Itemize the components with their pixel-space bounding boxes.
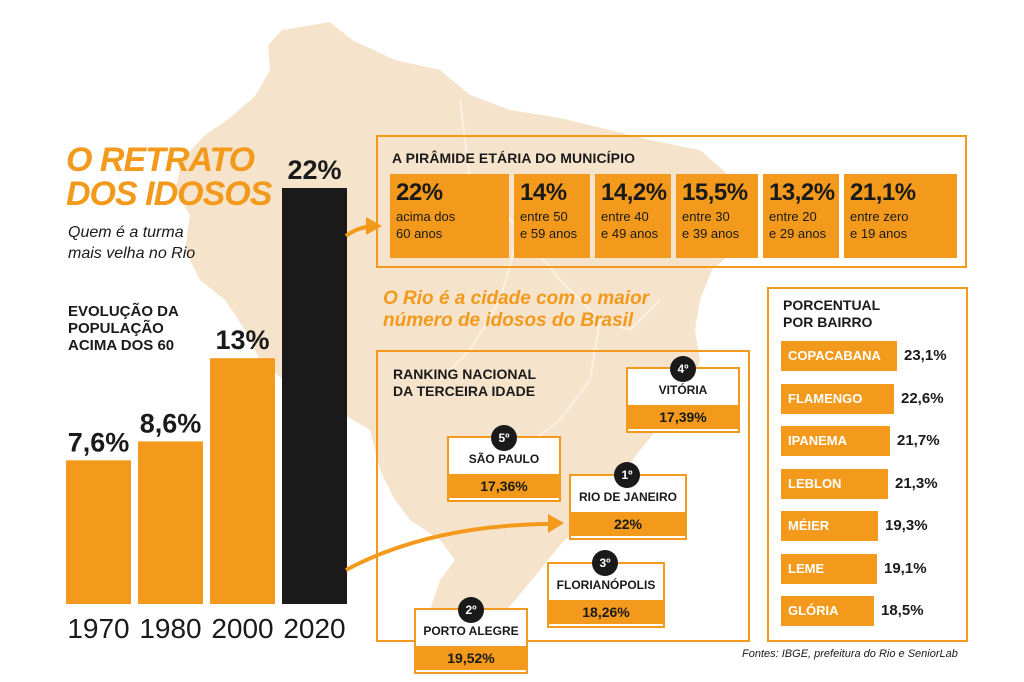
main-title-line1: O RETRATO — [66, 141, 255, 179]
x-tick-label: 2000 — [211, 613, 273, 644]
neighborhood-title-line1: PORCENTUAL — [783, 297, 881, 313]
arrow-to-rio-card — [345, 522, 551, 572]
neighborhood-bar: MÉIER — [781, 511, 878, 541]
bar-2000 — [210, 358, 275, 604]
pyramid-cell-value: 15,5% — [682, 179, 748, 206]
city-percent: 19,52% — [416, 646, 526, 670]
city-name: FLORIANÓPOLIS — [556, 578, 656, 592]
chart-title-line2: POPULAÇÃO — [68, 320, 164, 337]
pyramid-cell-desc-line2: e 39 anos — [682, 226, 740, 241]
pyramid-cell-desc-line1: entre 30 — [682, 209, 730, 224]
city-percent: 18,26% — [549, 600, 663, 624]
x-tick-label: 2020 — [283, 613, 345, 644]
city-card-vitoria: VITÓRIA 17,39% — [626, 367, 740, 433]
city-name: VITÓRIA — [658, 383, 708, 397]
bar-1980 — [138, 441, 203, 604]
age-pyramid-panel — [376, 135, 967, 268]
bar-value-label: 7,6% — [68, 427, 130, 457]
rank-badge: 4º — [670, 356, 696, 382]
city-card-porto-alegre: PORTO ALEGRE 19,52% — [414, 608, 528, 674]
pyramid-cell-desc-line1: acima dos — [396, 209, 456, 224]
neighborhood-value: 19,3% — [885, 517, 928, 534]
ranking-panel — [376, 350, 750, 642]
x-tick-label: 1970 — [67, 613, 129, 644]
pyramid-cell: 14% entre 50 e 59 anos — [514, 174, 590, 258]
pyramid-cell-desc-line1: entre 40 — [601, 209, 649, 224]
ranking-title-line2: DA TERCEIRA IDADE — [393, 383, 536, 399]
city-percent: 17,36% — [449, 474, 559, 498]
pyramid-cell-value: 14,2% — [601, 179, 667, 206]
arrow-to-pyramid-head — [366, 217, 382, 235]
bar-value-label: 8,6% — [140, 408, 202, 438]
main-subtitle-line2: mais velha no Rio — [68, 245, 196, 262]
main-subtitle: Quem é a turma mais velha no Rio — [68, 222, 268, 264]
highlight-statement: O Rio é a cidade com o maior número de i… — [383, 288, 703, 332]
pyramid-cell-desc-line2: e 49 anos — [601, 226, 659, 241]
chart-title-line1: EVOLUÇÃO DA — [68, 303, 179, 320]
chart-title: EVOLUÇÃO DA POPULAÇÃO ACIMA DOS 60 — [68, 303, 218, 354]
highlight-line2: número de idosos do Brasil — [383, 310, 634, 331]
source-note: Fontes: IBGE, prefeitura do Rio e Senior… — [742, 648, 958, 660]
neighborhood-bar: IPANEMA — [781, 426, 890, 456]
pyramid-cell-desc-line1: entre zero — [850, 209, 909, 224]
main-subtitle-line1: Quem é a turma — [68, 224, 184, 241]
age-pyramid-title: A PIRÂMIDE ETÁRIA DO MUNICÍPIO — [392, 150, 636, 166]
pyramid-cell-value: 13,2% — [769, 179, 835, 206]
neighborhood-value: 22,6% — [901, 390, 944, 407]
pyramid-cell-desc-line1: entre 20 — [769, 209, 817, 224]
neighborhood-bar: FLAMENGO — [781, 384, 894, 414]
pyramid-cell-value: 14% — [520, 179, 567, 206]
city-percent: 17,39% — [628, 405, 738, 429]
ranking-title-line1: RANKING NACIONAL — [393, 366, 537, 382]
pyramid-cell: 14,2% entre 40 e 49 anos — [595, 174, 671, 258]
neighborhood-value: 21,7% — [897, 432, 940, 449]
pyramid-cell: 22% acima dos 60 anos — [390, 174, 509, 258]
pyramid-cell: 13,2% entre 20 e 29 anos — [763, 174, 839, 258]
neighborhood-value: 18,5% — [881, 602, 924, 619]
bar-value-label: 22% — [287, 155, 341, 185]
main-title-line2: DOS IDOSOS — [66, 175, 272, 213]
bar-2020 — [282, 188, 347, 604]
neighborhood-bar: GLÓRIA — [781, 596, 874, 626]
pyramid-cell-desc-line2: e 19 anos — [850, 226, 908, 241]
neighborhood-value: 23,1% — [904, 347, 947, 364]
neighborhood-panel — [767, 287, 968, 642]
pyramid-cell-desc-line2: e 59 anos — [520, 226, 578, 241]
rank-badge: 5º — [491, 425, 517, 451]
rank-badge: 2º — [458, 597, 484, 623]
city-name: SÃO PAULO — [468, 452, 540, 466]
neighborhood-bar: LEBLON — [781, 469, 888, 499]
neighborhood-title-line2: POR BAIRRO — [783, 314, 873, 330]
pyramid-cell-value: 21,1% — [850, 179, 916, 206]
rank-badge: 1º — [614, 462, 640, 488]
highlight-line1: O Rio é a cidade com o maior — [383, 288, 650, 309]
pyramid-cell-desc-line2: e 29 anos — [769, 226, 827, 241]
city-name: PORTO ALEGRE — [423, 624, 519, 638]
pyramid-cell-desc-line2: 60 anos — [396, 226, 443, 241]
rank-badge: 3º — [592, 550, 618, 576]
neighborhood-value: 19,1% — [884, 560, 927, 577]
bar-value-label: 13% — [215, 325, 269, 355]
arrow-to-rio-card-head — [548, 514, 564, 533]
chart-title-line3: ACIMA DOS 60 — [68, 337, 175, 354]
ranking-title: RANKING NACIONAL DA TERCEIRA IDADE — [393, 366, 536, 400]
pyramid-cell: 15,5% entre 30 e 39 anos — [676, 174, 758, 258]
city-name: RIO DE JANEIRO — [578, 490, 677, 504]
neighborhood-bar: LEME — [781, 554, 877, 584]
main-title: O RETRATO DOS IDOSOS — [66, 143, 286, 211]
pyramid-cell: 21,1% entre zero e 19 anos — [844, 174, 957, 258]
city-percent: 22% — [571, 512, 685, 536]
bar-1970 — [66, 460, 131, 604]
pyramid-cell-desc-line1: entre 50 — [520, 209, 568, 224]
pyramid-cell-value: 22% — [396, 179, 443, 206]
x-tick-label: 1980 — [139, 613, 201, 644]
neighborhood-value: 21,3% — [895, 475, 938, 492]
neighborhood-title: PORCENTUAL POR BAIRRO — [783, 297, 880, 331]
neighborhood-bar: COPACABANA — [781, 341, 897, 371]
